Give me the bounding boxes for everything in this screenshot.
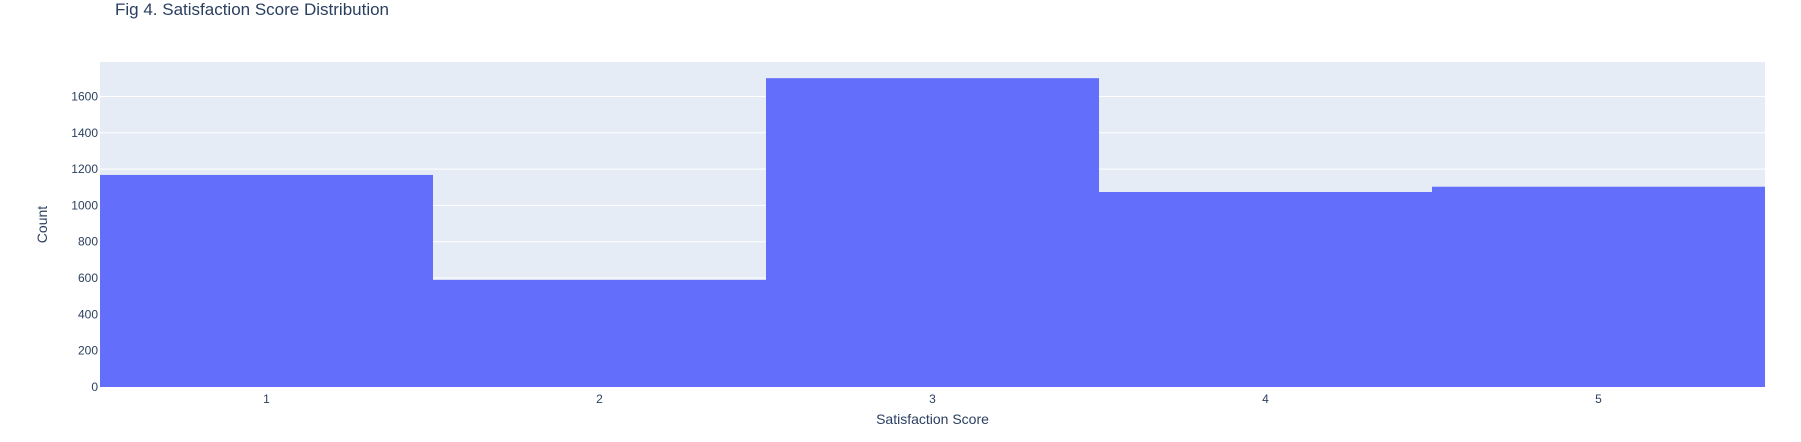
y-axis-label: Count <box>34 206 50 243</box>
bar-3 <box>766 78 1099 388</box>
x-tick-label: 4 <box>1262 392 1269 406</box>
bar-layer <box>100 78 1765 388</box>
x-tick-labels: 1 2 3 4 5 <box>263 392 1602 406</box>
x-axis-label: Satisfaction Score <box>876 411 989 427</box>
y-tick-labels: 0 200 400 600 800 1000 1200 1400 1600 <box>71 89 98 394</box>
bar-4 <box>1099 192 1432 387</box>
y-tick-label: 1600 <box>71 89 98 103</box>
y-tick-label: 400 <box>78 307 98 321</box>
y-tick-label: 1200 <box>71 162 98 176</box>
x-tick-label: 3 <box>929 392 936 406</box>
bar-5 <box>1432 186 1765 387</box>
y-tick-label: 0 <box>91 380 98 394</box>
bar-2 <box>433 279 766 387</box>
x-tick-label: 1 <box>263 392 270 406</box>
bar-1 <box>100 174 433 387</box>
y-tick-label: 1400 <box>71 126 98 140</box>
y-tick-label: 200 <box>78 344 98 358</box>
chart-title: Fig 4. Satisfaction Score Distribution <box>115 0 390 19</box>
y-tick-label: 800 <box>78 235 98 249</box>
x-tick-label: 5 <box>1595 392 1602 406</box>
x-tick-label: 2 <box>596 392 603 406</box>
y-tick-label: 1000 <box>71 198 98 212</box>
y-tick-label: 600 <box>78 271 98 285</box>
